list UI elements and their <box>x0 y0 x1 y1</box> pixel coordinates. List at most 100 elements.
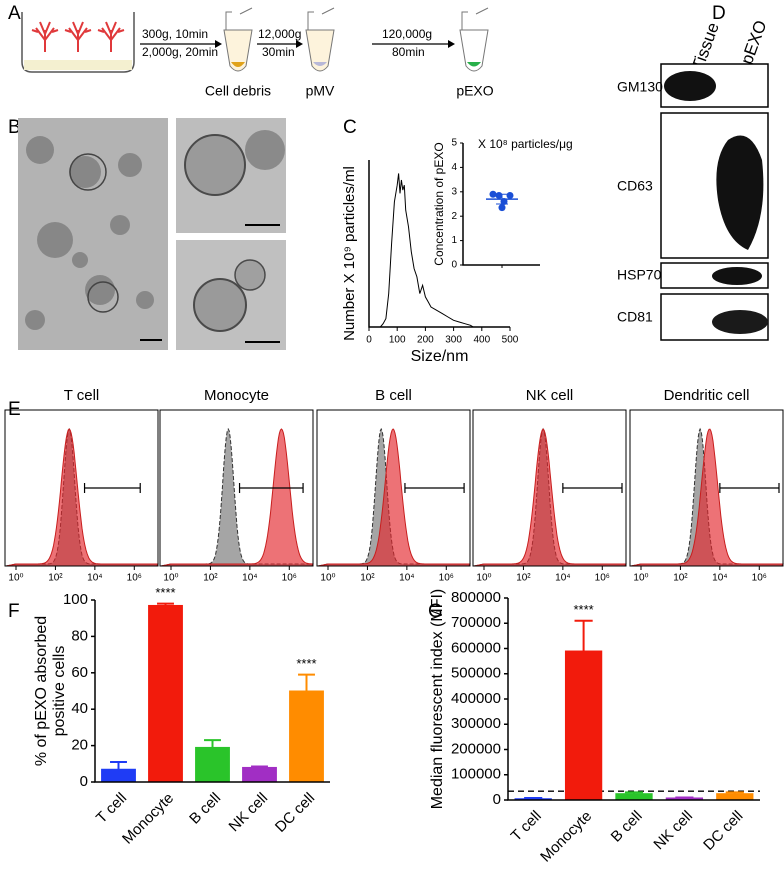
panel-label: F <box>8 601 20 622</box>
data-point <box>506 191 514 199</box>
y-tick-label: 300000 <box>451 715 501 732</box>
size-distribution <box>379 173 474 328</box>
x-tick-label: 10⁶ <box>752 573 767 584</box>
error-bar <box>298 673 315 691</box>
significance: **** <box>155 585 175 600</box>
western-blot: Tissue pEXO GM130 CD63 HSP70 CD81 <box>617 18 770 341</box>
y-tick-label: 60 <box>71 664 88 681</box>
sd-bar <box>496 193 508 205</box>
y-tick-label: 100000 <box>451 766 501 783</box>
tube <box>223 7 253 72</box>
y-tick-label: 40 <box>71 700 88 717</box>
y-tick-label: 100 <box>63 591 88 608</box>
histogram-frame <box>629 409 784 567</box>
y-axis-label: % of pEXO absorbed <box>33 616 50 766</box>
step-text: 120,000g <box>382 27 432 41</box>
step-text: 80min <box>392 45 425 59</box>
error-bar <box>204 739 221 748</box>
x-tick-label: 10⁶ <box>127 573 142 584</box>
x-tick-label: Monocyte <box>537 808 595 866</box>
x-tick-label: 10⁰ <box>476 573 491 584</box>
medium <box>24 60 132 70</box>
sample-histogram <box>160 428 314 567</box>
histogram-title: NK cell <box>526 387 574 404</box>
x-tick-label: 10⁰ <box>8 573 23 584</box>
arrow-head <box>448 40 455 48</box>
gate <box>562 483 623 493</box>
x-tick-label: 300 <box>445 335 462 346</box>
panel-label: G <box>428 601 443 622</box>
x-tick-label: 0 <box>366 335 372 346</box>
x-tick-label: 200 <box>417 335 434 346</box>
x-tick-label: B cell <box>186 790 224 828</box>
gate <box>83 483 141 493</box>
step-text: 30min <box>262 45 295 59</box>
y-tick-label: 2 <box>451 211 457 222</box>
bar <box>242 766 277 783</box>
y-tick-label: 4 <box>451 162 457 173</box>
y-tick-label: 600000 <box>451 639 501 656</box>
x-tick-label: 500 <box>502 335 519 346</box>
y-tick-label: 3 <box>451 186 457 197</box>
histogram-title: Dendritic cell <box>664 387 750 404</box>
axis <box>507 598 760 801</box>
data-point <box>489 190 497 198</box>
bar <box>195 746 230 783</box>
y-tick-label: 500000 <box>451 665 501 682</box>
bar <box>615 793 653 801</box>
inset-title: X 10⁸ particles/μg <box>478 137 573 151</box>
x-tick-label: DC cell <box>700 808 746 854</box>
error-bar <box>110 760 127 770</box>
step-text: 2,000g, 20min <box>142 45 218 59</box>
x-tick-label: 10⁰ <box>320 573 335 584</box>
bar <box>716 793 754 801</box>
product-label: pEXO <box>456 83 493 99</box>
sample-histogram <box>317 428 471 567</box>
x-tick-label: 400 <box>473 335 490 346</box>
y-tick-label: 1 <box>451 235 457 246</box>
y-tick-label: 0 <box>80 773 88 790</box>
error-bar <box>574 619 593 652</box>
sample-histogram <box>630 428 784 567</box>
y-axis-label: Median fluorescent index (MFI) <box>429 589 446 810</box>
histogram-frame <box>159 409 314 567</box>
y-axis-label: Number X 10⁹ particles/ml <box>341 166 358 341</box>
product-label: Cell debris <box>205 83 271 99</box>
panel-label: C <box>343 117 357 138</box>
product-label: pMV <box>306 83 335 99</box>
y-axis-label: Concentration of pEXO <box>432 142 446 265</box>
x-tick-label: 10⁴ <box>399 573 414 584</box>
panel-label: A <box>8 3 21 24</box>
step-text: 12,000g <box>258 27 301 41</box>
x-tick-label: 10⁶ <box>439 573 454 584</box>
y-tick-label: 20 <box>71 737 88 754</box>
x-tick-label: 10⁴ <box>242 573 257 584</box>
significance: **** <box>296 656 316 671</box>
x-tick-label: 10⁴ <box>555 573 570 584</box>
x-tick-label: Monocyte <box>119 790 177 848</box>
y-tick-label: 0 <box>493 791 501 808</box>
gate <box>238 483 304 493</box>
x-tick-label: 10² <box>203 573 218 584</box>
histogram-frame <box>472 409 627 567</box>
protein-label: GM130 <box>617 79 663 95</box>
x-tick-label: 10⁴ <box>87 573 102 584</box>
x-tick-label: DC cell <box>272 790 318 836</box>
significance: **** <box>573 602 593 617</box>
bar <box>101 768 136 783</box>
x-tick-label: 10⁶ <box>282 573 297 584</box>
x-tick-label: B cell <box>608 808 646 846</box>
x-tick-label: T cell <box>508 808 545 845</box>
y-tick-label: 80 <box>71 627 88 644</box>
x-tick-label: 10⁰ <box>163 573 178 584</box>
tube <box>459 7 489 72</box>
arrow-head <box>296 40 303 48</box>
sample-histogram <box>5 428 159 567</box>
histogram-title: B cell <box>375 387 412 404</box>
y-tick-label: 400000 <box>451 690 501 707</box>
panel-label: B <box>8 117 21 138</box>
x-tick-label: 10² <box>516 573 531 584</box>
y-axis-label: positive cells <box>51 646 68 737</box>
tissue-icon <box>31 21 125 52</box>
